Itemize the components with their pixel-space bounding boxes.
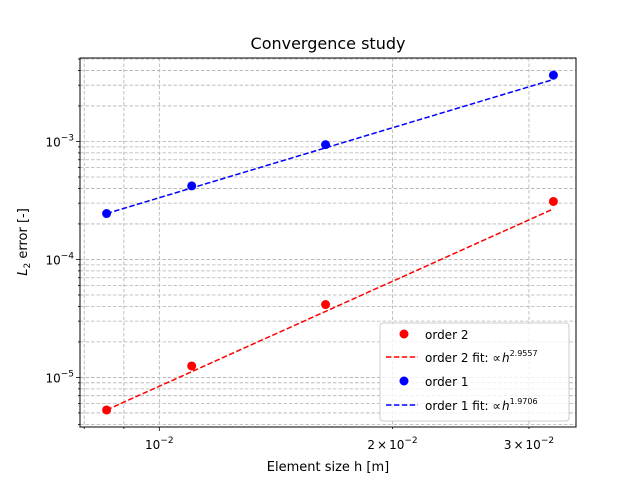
data-point-0-2	[321, 300, 331, 310]
y-tick-label: 10−3	[45, 133, 74, 149]
data-point-0-1	[187, 361, 197, 371]
fit-line-1	[106, 208, 554, 411]
legend-marker-0	[399, 329, 409, 339]
data-point-2-1	[187, 181, 197, 191]
x-tick-label: 10−2	[145, 436, 174, 452]
series-layer	[102, 70, 558, 415]
y-axis-label-sub: 2	[23, 263, 33, 269]
data-point-0-3	[548, 196, 558, 206]
legend-marker-2	[399, 376, 409, 386]
y-axis-label-rest: error [-]	[16, 208, 31, 263]
fit-line-3	[106, 78, 554, 215]
y-axis-label-main: L	[16, 269, 31, 276]
x-tick-label: 2 × 10−2	[367, 436, 417, 452]
x-axis-label: Element size h [m]	[267, 460, 389, 475]
chart-title: Convergence study	[251, 34, 406, 53]
plot-frame	[79, 57, 577, 428]
data-point-2-0	[102, 209, 112, 219]
legend-label-1: order 2 fit: ∝h2.9557	[425, 349, 538, 365]
legend-frame	[379, 322, 570, 422]
legend-label-3: order 1 fit: ∝h1.9706	[425, 397, 538, 413]
legend: order 2 order 2 fit: ∝h2.9557 order 1 order…	[379, 322, 570, 422]
legend-label-0: order 2	[425, 328, 468, 342]
data-point-2-3	[548, 70, 558, 80]
tick-layer: 10−5 10−4 10−3 10−2 2 × 10−2 3 × 10−2	[45, 58, 554, 452]
y-tick-label: 10−5	[45, 369, 74, 385]
y-axis-label: L2 error [-]	[16, 208, 33, 276]
legend-label-2: order 1	[425, 375, 468, 389]
y-tick-label: 10−4	[45, 251, 74, 267]
data-point-2-2	[321, 140, 331, 150]
data-point-0-0	[102, 405, 112, 415]
x-tick-label: 3 × 10−2	[504, 436, 554, 452]
